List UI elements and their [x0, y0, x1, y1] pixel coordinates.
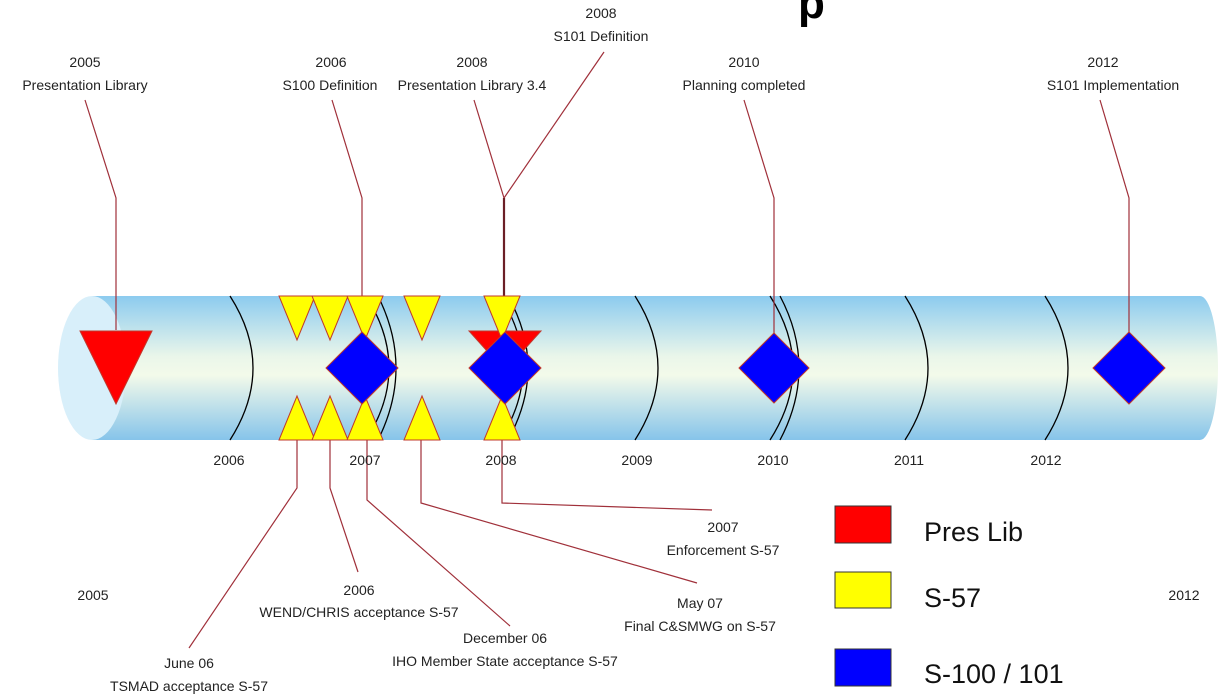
leader-line [420, 440, 698, 584]
s-100-101-marker [1092, 331, 1166, 405]
legend-label: Pres Lib [924, 517, 1023, 547]
s-57-marker [311, 394, 349, 441]
start-year-label: 2005 [77, 587, 108, 603]
legend-label: S-57 [924, 583, 981, 613]
legend-swatch [834, 571, 892, 609]
segment-ring [229, 295, 254, 441]
event-s101-implementation: 2012 S101 Implementation [1047, 54, 1179, 93]
event-year: May 07 [677, 595, 723, 611]
event-iho-member-state-acceptance: December 06 IHO Member State acceptance … [392, 630, 618, 669]
leader-line [84, 99, 117, 330]
event-wend-chris-acceptance: 2006 WEND/CHRIS acceptance S-57 [259, 582, 458, 620]
year-label-2012: 2012 [1030, 452, 1061, 468]
leader-line [743, 99, 775, 360]
event-presentation-library-3-4: 2008 Presentation Library 3.4 [398, 54, 547, 93]
event-text: Final C&SMWG on S-57 [624, 618, 776, 634]
events-above: 2005 Presentation Library 2006 S100 Defi… [22, 5, 1179, 93]
event-year: 2010 [728, 54, 759, 70]
legend-swatch [834, 648, 892, 687]
event-text: S101 Definition [554, 28, 649, 44]
event-s101-definition: 2008 S101 Definition [554, 5, 649, 44]
event-text: S101 Implementation [1047, 77, 1179, 93]
pres-lib-marker [79, 330, 153, 406]
year-label-2007: 2007 [349, 452, 380, 468]
leader-lines [84, 51, 1130, 649]
year-label-2010: 2010 [757, 452, 788, 468]
event-text: Planning completed [683, 77, 806, 93]
legend-item-s-100-101: S-100 / 101 [834, 648, 1064, 689]
event-final-csmwg: May 07 Final C&SMWG on S-57 [624, 595, 776, 634]
s-57-marker [483, 295, 521, 342]
leader-line [188, 440, 298, 649]
s-57-marker [311, 295, 349, 342]
s-57-marker [483, 394, 521, 441]
legend: Pres Lib S-57 S-100 / 101 [834, 505, 1064, 689]
legend-item-pres-lib: Pres Lib [834, 505, 1023, 547]
title-fragment: p [798, 0, 825, 28]
event-text: WEND/CHRIS acceptance S-57 [259, 604, 458, 620]
s-57-marker [346, 295, 384, 342]
end-year-label: 2012 [1168, 587, 1199, 603]
event-year: June 06 [164, 655, 214, 671]
s-100-101-marker [468, 331, 542, 405]
event-text: TSMAD acceptance S-57 [110, 678, 268, 694]
segment-ring [904, 295, 929, 441]
event-year: 2005 [69, 54, 100, 70]
year-label-2006: 2006 [213, 452, 244, 468]
event-text: Enforcement S-57 [667, 542, 780, 558]
event-year: 2006 [315, 54, 346, 70]
event-text: S100 Definition [283, 77, 378, 93]
leader-line [329, 440, 359, 573]
s-100-101-marker [738, 332, 810, 404]
legend-swatch [834, 505, 892, 544]
s-57-marker [346, 394, 384, 441]
event-text: Presentation Library 3.4 [398, 77, 547, 93]
event-presentation-library: 2005 Presentation Library [22, 54, 147, 93]
events-below: June 06 TSMAD acceptance S-57 2006 WEND/… [110, 519, 780, 694]
event-year: 2007 [707, 519, 738, 535]
timeline-tube [58, 296, 1218, 440]
event-year: December 06 [463, 630, 547, 646]
year-label-2011: 2011 [894, 452, 924, 468]
leader-line [473, 99, 505, 199]
event-enforcement-s57: 2007 Enforcement S-57 [667, 519, 780, 558]
year-labels: 2006 2007 2008 2009 2010 2011 2012 2005 … [77, 452, 1199, 603]
event-year: 2008 [585, 5, 616, 21]
event-year: 2008 [456, 54, 487, 70]
event-text: Presentation Library [22, 77, 147, 93]
legend-item-s-57: S-57 [834, 571, 981, 613]
event-text: IHO Member State acceptance S-57 [392, 653, 618, 669]
timeline-markers [79, 295, 1166, 441]
year-label-2008: 2008 [485, 452, 516, 468]
event-s100-definition: 2006 S100 Definition [283, 54, 378, 93]
year-label-2009: 2009 [621, 452, 652, 468]
segment-ring [634, 295, 659, 441]
leader-line [331, 99, 363, 318]
event-year: 2012 [1087, 54, 1118, 70]
leader-line [366, 440, 511, 627]
s-100-101-marker [325, 331, 399, 405]
event-tsmad-acceptance: June 06 TSMAD acceptance S-57 [110, 655, 268, 694]
leader-line [503, 51, 605, 199]
event-year: 2006 [343, 582, 374, 598]
legend-label: S-100 / 101 [924, 659, 1064, 689]
s-57-marker [278, 295, 316, 342]
s-57-marker [403, 394, 441, 441]
event-planning-completed: 2010 Planning completed [683, 54, 806, 93]
leader-line [1099, 99, 1130, 340]
leader-line [501, 440, 713, 511]
segment-ring [1044, 295, 1069, 441]
s-57-marker [278, 394, 316, 441]
s-57-marker [403, 295, 441, 342]
